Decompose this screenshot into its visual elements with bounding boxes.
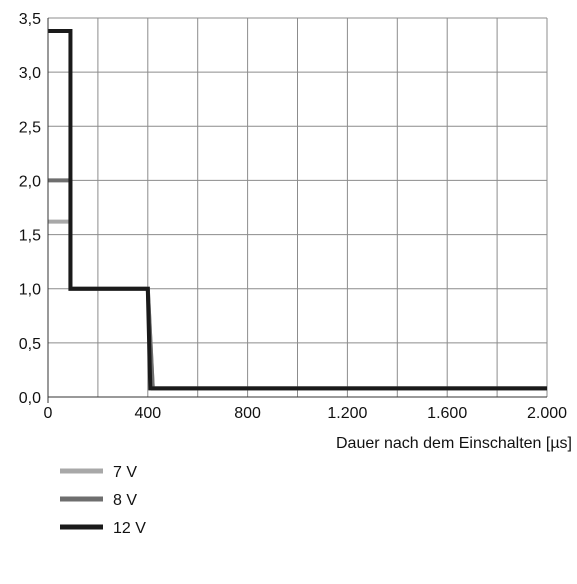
- x-tick-label: 1.600: [427, 405, 467, 422]
- x-tick-label: 400: [134, 405, 161, 422]
- x-tick-label: 1.200: [327, 405, 367, 422]
- x-tick-label: 2.000: [527, 405, 567, 422]
- legend: 7 V 8 V 12 V: [60, 464, 146, 537]
- series-line-12v: [48, 28, 547, 391]
- y-tick-label: 3,0: [19, 65, 41, 82]
- series-group: [48, 28, 547, 391]
- x-tick-label: 0: [44, 405, 53, 422]
- y-tick-label: 2,5: [19, 119, 41, 136]
- x-tick-label: 800: [234, 405, 261, 422]
- y-tick-label: 0,5: [19, 336, 41, 353]
- y-tick-label: 1,0: [19, 282, 41, 299]
- grid: [47, 17, 548, 398]
- x-axis-label: Dauer nach dem Einschalten [µs]: [336, 435, 572, 452]
- legend-label: 8 V: [113, 492, 137, 509]
- legend-label: 12 V: [113, 520, 146, 537]
- legend-item: 7 V: [60, 464, 137, 481]
- axes: [47, 18, 547, 403]
- y-tick-label: 1,5: [19, 228, 41, 245]
- legend-item: 8 V: [60, 492, 137, 509]
- legend-label: 7 V: [113, 464, 137, 481]
- y-tick-label: 0,0: [19, 390, 41, 407]
- legend-item: 12 V: [60, 520, 146, 537]
- y-tick-label: 3,5: [19, 11, 41, 28]
- y-tick-label: 2,0: [19, 173, 41, 190]
- tick-labels: 0,0 0,5 1,0 1,5 2,0 2,5 3,0 3,5 0 400 800 1.200 1.60…: [19, 11, 567, 422]
